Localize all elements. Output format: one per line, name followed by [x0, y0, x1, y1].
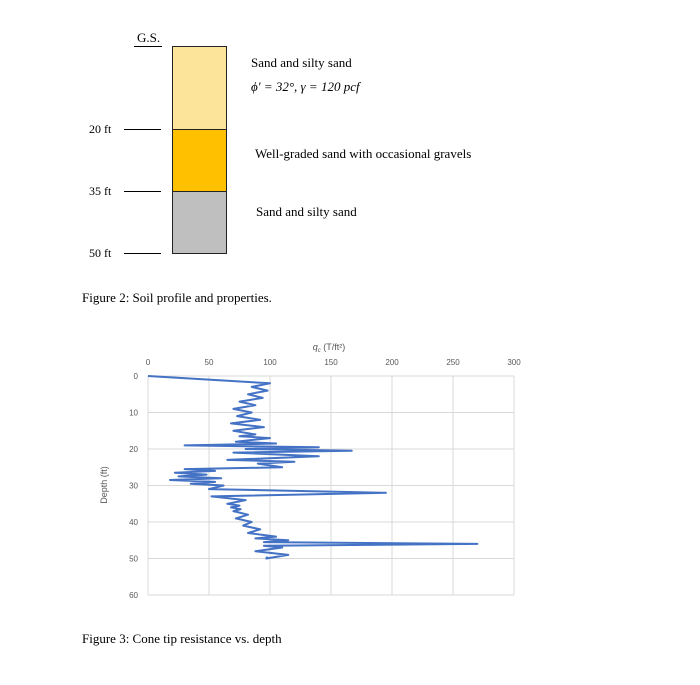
- figure-3-caption: Figure 3: Cone tip resistance vs. depth: [82, 631, 282, 646]
- cone-resistance-series-line: [147, 375, 479, 560]
- x-axis-title: qc (T/ft²): [313, 342, 346, 354]
- x-tick-label: 0: [146, 358, 151, 367]
- y-tick-label: 20: [129, 445, 138, 454]
- x-axis-title-subscript: c: [318, 348, 321, 354]
- layer-1-description: Sand and silty sand: [251, 55, 352, 70]
- x-tick-label: 250: [446, 358, 460, 367]
- layer-1-properties: ϕ′ = 32°, γ = 120 pcf: [251, 79, 360, 94]
- ground-surface-label: G.S.: [137, 30, 161, 45]
- soil-layer-3: [172, 191, 227, 254]
- figure-2-caption: Figure 2: Soil profile and properties.: [82, 290, 272, 305]
- y-tick-label: 0: [134, 372, 139, 381]
- soil-layer-1: [172, 46, 227, 130]
- x-axis-title-units: (T/ft²): [321, 342, 346, 352]
- y-tick-label: 40: [129, 518, 138, 527]
- x-axis-title-main: q: [313, 342, 318, 352]
- x-tick-label: 200: [385, 358, 399, 367]
- y-tick-label: 30: [129, 482, 138, 491]
- x-tick-label: 50: [205, 358, 214, 367]
- y-tick-label: 60: [129, 591, 138, 600]
- layer-3-description: Sand and silty sand: [256, 204, 357, 219]
- depth-tick-20ft: [124, 129, 161, 130]
- x-tick-label: 100: [263, 358, 277, 367]
- depth-tick-35ft: [124, 191, 161, 192]
- y-axis-title: Depth (ft): [99, 466, 109, 504]
- depth-label-20ft: 20 ft: [89, 122, 112, 136]
- y-tick-label: 50: [129, 555, 138, 564]
- depth-label-50ft: 50 ft: [89, 246, 112, 260]
- depth-label-35ft: 35 ft: [89, 184, 112, 198]
- y-tick-label: 10: [129, 409, 138, 418]
- x-tick-label: 150: [324, 358, 338, 367]
- depth-tick-50ft: [124, 253, 161, 254]
- ground-surface-line: [134, 46, 162, 47]
- layer-2-description: Well-graded sand with occasional gravels: [255, 146, 472, 161]
- x-tick-label: 300: [507, 358, 521, 367]
